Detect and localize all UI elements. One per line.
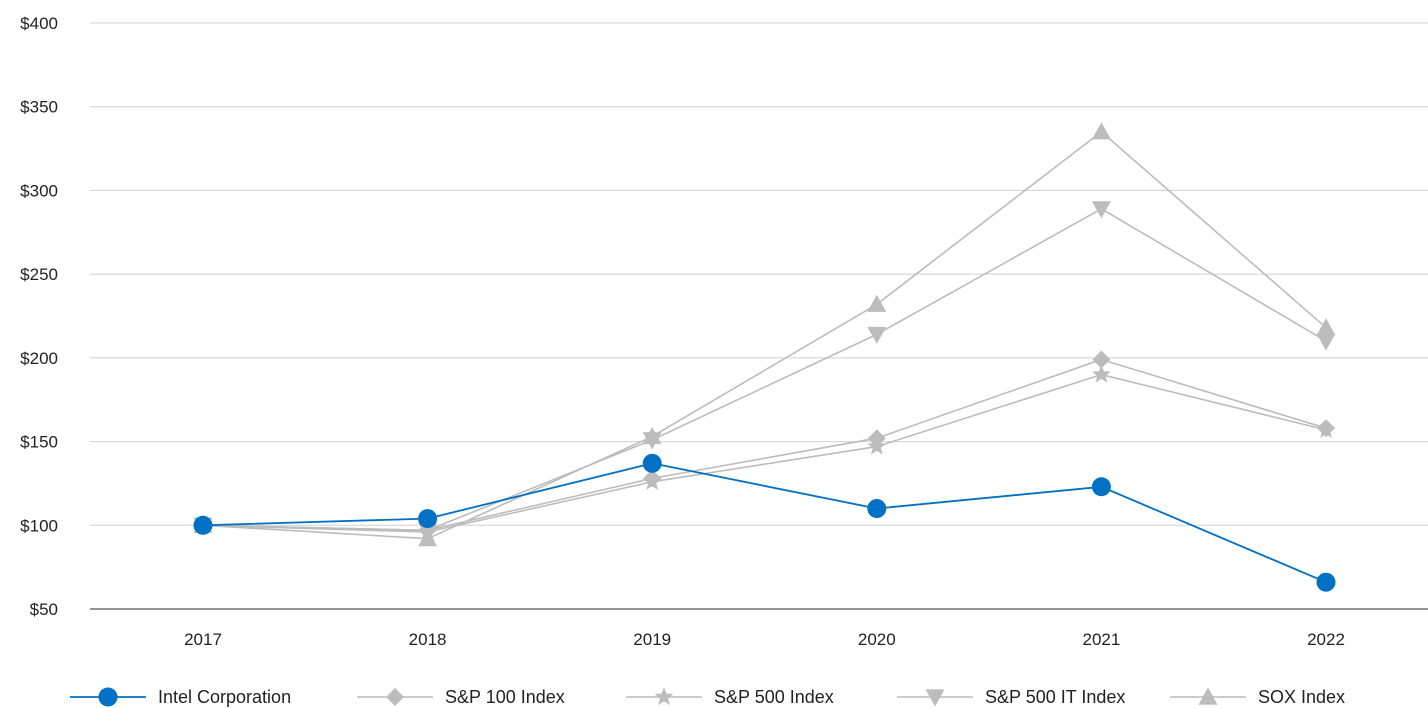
x-tick-label: 2017 bbox=[184, 630, 222, 649]
sox-index-point bbox=[1091, 122, 1111, 140]
legend-label: S&P 100 Index bbox=[445, 687, 565, 707]
sandp-100-index-line bbox=[202, 358, 1327, 532]
sandp-500-it-index-point bbox=[1091, 201, 1111, 219]
sandp-500-index-point bbox=[867, 436, 887, 455]
legend-marker bbox=[98, 687, 118, 707]
legend-label: S&P 500 IT Index bbox=[985, 687, 1125, 707]
sandp-500-it-index-line bbox=[202, 207, 1327, 532]
y-tick-label: $100 bbox=[20, 516, 58, 535]
sandp-500-it-index-point bbox=[1316, 333, 1336, 351]
legend-marker bbox=[1198, 687, 1218, 705]
x-axis-tick-labels: 2017 2018 2019 2020 2021 2022 bbox=[184, 630, 1345, 649]
intel-corporation-point bbox=[1316, 572, 1336, 592]
legend-item-sandp-100-index: S&P 100 Index bbox=[357, 687, 565, 707]
y-tick-label: $300 bbox=[20, 181, 58, 200]
legend-item-sandp-500-index: S&P 500 Index bbox=[626, 687, 834, 707]
legend-item-sox-index: SOX Index bbox=[1170, 687, 1345, 707]
sandp-500-it-index-point bbox=[867, 326, 887, 344]
sox-index-point bbox=[867, 294, 887, 312]
legend-item-sandp-500-it-index: S&P 500 IT Index bbox=[897, 687, 1125, 707]
x-tick-label: 2020 bbox=[858, 630, 896, 649]
legend-marker bbox=[386, 688, 404, 706]
y-tick-label: $150 bbox=[20, 433, 58, 452]
legend-label: SOX Index bbox=[1258, 687, 1345, 707]
sox-index-point bbox=[1316, 318, 1336, 336]
intel-corporation-series bbox=[193, 453, 1336, 592]
y-tick-label: $400 bbox=[20, 14, 58, 33]
x-tick-label: 2021 bbox=[1082, 630, 1120, 649]
legend-label: S&P 500 Index bbox=[714, 687, 834, 707]
legend-marker bbox=[925, 689, 945, 707]
intel-corporation-point bbox=[867, 499, 887, 519]
y-tick-label: $50 bbox=[30, 600, 58, 619]
sandp-500-index-point bbox=[1091, 364, 1111, 383]
series-lines bbox=[193, 122, 1336, 592]
sox-index-line bbox=[202, 130, 1327, 540]
y-tick-label: $200 bbox=[20, 349, 58, 368]
y-axis-tick-labels: $50 $100 $150 $200 $250 $300 $350 $400 bbox=[20, 14, 58, 619]
legend-marker bbox=[654, 687, 674, 706]
sox-index-series bbox=[193, 122, 1336, 547]
sandp-100-index-point bbox=[1092, 350, 1111, 369]
grid-lines bbox=[90, 22, 1428, 610]
y-tick-label: $250 bbox=[20, 265, 58, 284]
x-tick-label: 2022 bbox=[1307, 630, 1345, 649]
legend-label: Intel Corporation bbox=[158, 687, 291, 707]
x-tick-label: 2019 bbox=[633, 630, 671, 649]
intel-corporation-point bbox=[193, 515, 213, 535]
sandp-500-index-point bbox=[642, 471, 662, 490]
legend-item-intel-corporation: Intel Corporation bbox=[70, 687, 291, 707]
sandp-500-index-point bbox=[1316, 419, 1336, 438]
sox-index-point bbox=[642, 427, 662, 445]
sox-index-point bbox=[418, 529, 438, 547]
legend: Intel Corporation S&P 100 Index S&P 500 In… bbox=[70, 687, 1345, 707]
intel-corporation-point bbox=[642, 453, 662, 473]
sandp-500-index-line bbox=[202, 373, 1327, 533]
y-tick-label: $350 bbox=[20, 98, 58, 117]
intel-corporation-line bbox=[202, 462, 1327, 584]
intel-corporation-point bbox=[1091, 477, 1111, 497]
sandp-100-index-series bbox=[194, 350, 1335, 540]
intel-corporation-point bbox=[418, 509, 438, 529]
x-tick-label: 2018 bbox=[409, 630, 447, 649]
